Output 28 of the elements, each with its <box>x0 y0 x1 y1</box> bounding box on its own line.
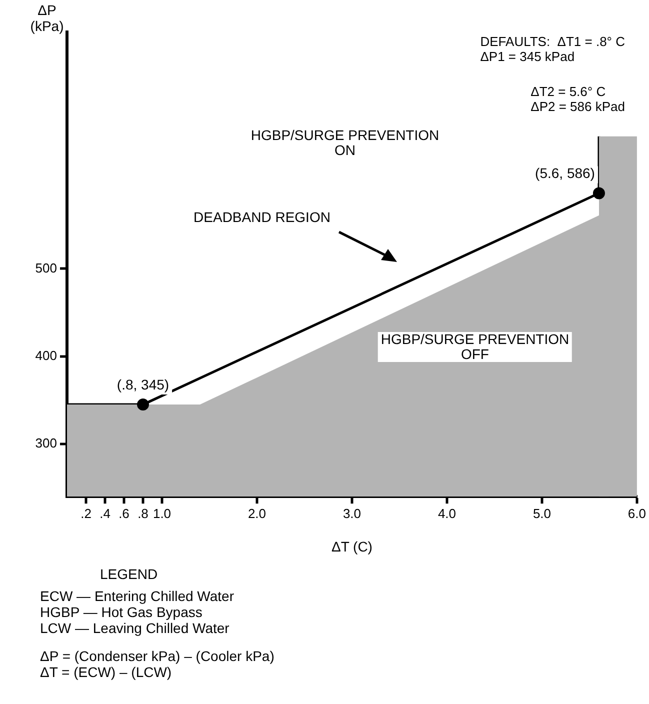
text: HGBP — Hot Gas Bypass <box>40 604 204 620</box>
annotation: ΔT2 = 5.6° C ΔP2 = 586 kPad <box>530 84 625 114</box>
y-axis-title: ΔP (kPa) <box>30 2 64 34</box>
annotation: DEADBAND REGION <box>194 209 330 225</box>
x-axis-title: ΔT (C) <box>331 538 372 554</box>
text: ECW — Entering Chilled Water <box>40 588 235 604</box>
annotation: HGBP/SURGE PREVENTION OFF <box>378 331 572 362</box>
x-tick-label: .8 <box>138 506 148 521</box>
y-tick-label: 400 <box>35 348 57 363</box>
y-tick-label: 300 <box>35 436 57 451</box>
annotation: (5.6, 586) <box>535 165 595 182</box>
annotation: (.8, 345) <box>116 376 170 392</box>
x-tick-label: 2.0 <box>248 506 266 521</box>
x-tick-label: 3.0 <box>342 506 362 521</box>
x-tick-label: .2 <box>80 506 92 521</box>
text: ΔP = (Condenser kPa) – (Cooler kPa) <box>40 648 274 664</box>
y-tick-label: 500 <box>35 260 57 276</box>
text: LEGEND <box>100 566 159 582</box>
text: ΔT = (ECW) – (LCW) <box>40 664 173 680</box>
annotation: HGBP/SURGE PREVENTION ON <box>250 127 440 158</box>
x-tick-label: 1.0 <box>152 506 172 521</box>
x-tick-label: .6 <box>118 506 130 521</box>
text: LCW — Leaving Chilled Water <box>40 620 230 636</box>
x-tick-label: 5.0 <box>532 506 552 521</box>
x-tick-label: .4 <box>100 506 110 521</box>
x-tick-label: 4.0 <box>438 506 456 521</box>
annotation: DEFAULTS: ΔT1 = .8° C ΔP1 = 345 kPad <box>480 34 625 64</box>
x-tick-label: 6.0 <box>628 506 646 521</box>
